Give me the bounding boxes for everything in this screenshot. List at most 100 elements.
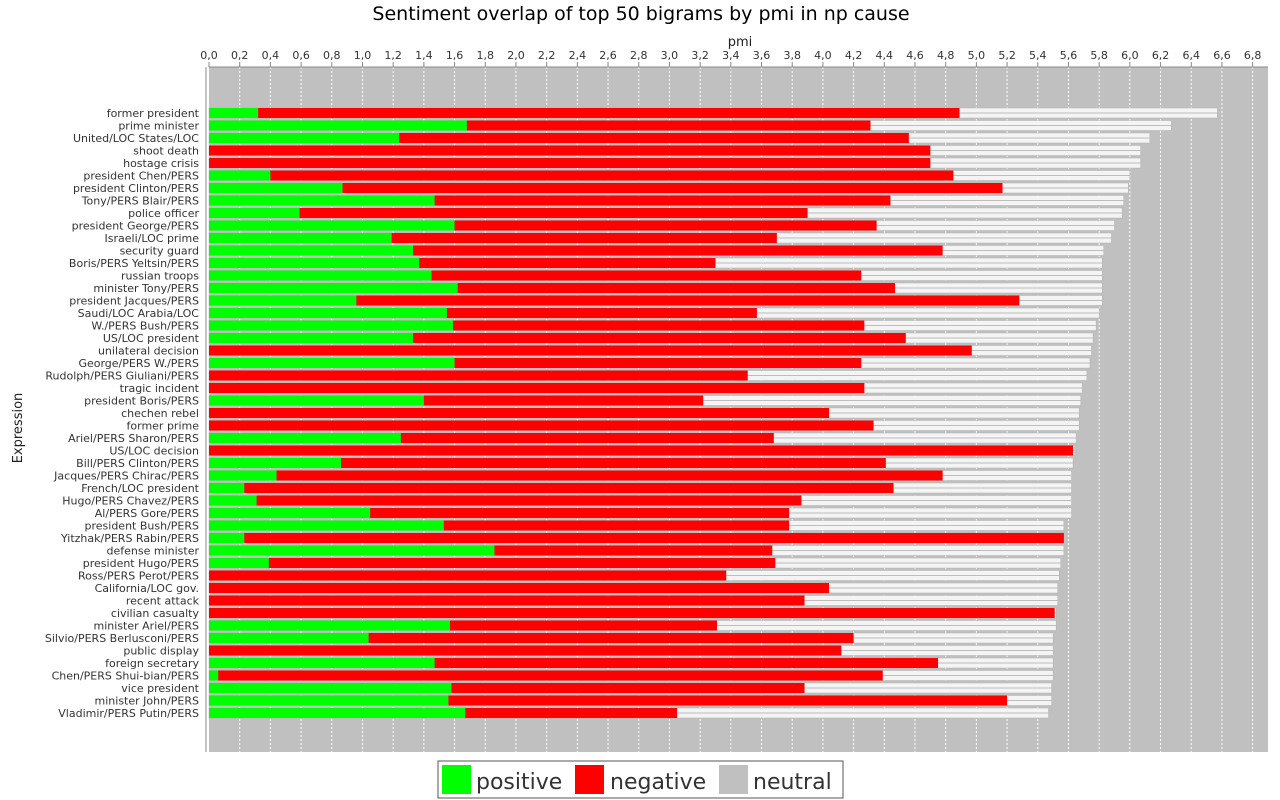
category-label: president George/PERS: [72, 220, 199, 233]
category-label: US/LOC decision: [109, 445, 199, 458]
x-tick-label: 2,2: [538, 49, 556, 62]
category-label: Vladimir/PERS Putin/PERS: [58, 707, 199, 720]
bar-negative: [209, 445, 1074, 456]
category-label: French/LOC president: [81, 482, 199, 495]
bar-positive: [209, 395, 424, 406]
category-label: Bill/PERS Clinton/PERS: [76, 457, 199, 470]
bar-positive: [209, 670, 219, 681]
x-tick-label: 3,2: [691, 49, 709, 62]
category-label: Al/PERS Gore/PERS: [95, 507, 199, 520]
bar-negative: [209, 108, 960, 118]
x-tick-label: 4,4: [876, 49, 894, 62]
bar-positive: [209, 308, 447, 318]
category-label: US/LOC president: [103, 332, 200, 345]
x-tick-label: 6,0: [1121, 49, 1139, 62]
x-tick-label: 5,0: [968, 49, 986, 62]
x-tick-label: 6,4: [1183, 49, 1201, 62]
bar-positive: [209, 283, 458, 293]
bar-positive: [209, 558, 269, 568]
bar-positive: [209, 358, 455, 368]
bar-negative: [209, 408, 830, 418]
bar-positive: [209, 533, 245, 543]
category-label: tragic incident: [120, 382, 200, 395]
x-tick-label: 3,8: [783, 49, 801, 62]
category-label: Jacques/PERS Chirac/PERS: [53, 470, 199, 483]
legend-label-negative: negative: [610, 770, 706, 795]
x-tick-label: 4,0: [814, 49, 832, 62]
x-tick-label: 1,0: [354, 49, 372, 62]
bar-negative: [209, 208, 808, 218]
bar-negative: [209, 245, 943, 256]
legend-swatch-positive: [442, 765, 471, 794]
x-tick-label: 2,8: [630, 49, 648, 62]
bar-positive: [209, 258, 420, 268]
bar-negative: [209, 520, 790, 531]
bar-positive: [209, 233, 392, 243]
x-tick-label: 0,2: [231, 49, 249, 62]
category-label: chechen rebel: [121, 407, 199, 420]
legend-label-neutral: neutral: [753, 770, 832, 795]
category-label: security guard: [120, 245, 199, 258]
bar-negative: [209, 433, 774, 443]
x-tick-label: 4,2: [845, 49, 863, 62]
category-label: Chen/PERS Shui-bian/PERS: [52, 670, 199, 683]
category-label: prime minister: [118, 120, 199, 133]
category-label: recent attack: [126, 595, 200, 608]
category-label: Ross/PERS Perot/PERS: [78, 570, 199, 583]
x-tick-label: 0,0: [200, 49, 218, 62]
category-label: civilian casualty: [111, 607, 200, 620]
category-label: president Hugo/PERS: [83, 557, 199, 570]
bar-negative: [209, 158, 931, 168]
bar-positive: [209, 620, 450, 631]
bar-negative: [209, 658, 939, 668]
category-label: W./PERS Bush/PERS: [91, 320, 199, 333]
bar-negative: [209, 470, 943, 481]
x-tick-label: 3,0: [661, 49, 679, 62]
bar-negative: [209, 383, 865, 393]
category-label: Israeli/LOC prime: [105, 232, 200, 245]
bar-negative: [209, 333, 906, 343]
category-label: Yitzhak/PERS Rabin/PERS: [60, 532, 199, 545]
category-label: shoot death: [133, 145, 199, 158]
bar-positive: [209, 508, 371, 518]
category-label: president Chen/PERS: [83, 170, 199, 183]
bar-negative: [209, 558, 776, 568]
bar-positive: [209, 658, 435, 668]
bar-negative: [209, 233, 777, 243]
x-tick-label: 0,8: [323, 49, 341, 62]
category-label: Boris/PERS Yeltsin/PERS: [69, 257, 199, 270]
bar-positive: [209, 708, 466, 718]
bar-negative: [209, 395, 704, 406]
category-label: United/LOC States/LOC: [73, 132, 199, 145]
bar-positive: [209, 483, 245, 493]
bar-negative: [209, 220, 877, 231]
bar-negative: [209, 533, 1064, 543]
category-label: former president: [107, 107, 200, 120]
bar-positive: [209, 208, 300, 218]
category-label: president Boris/PERS: [84, 395, 199, 408]
category-label: minister Tony/PERS: [93, 282, 199, 295]
legend: positive negative neutral: [437, 760, 844, 799]
bar-negative: [209, 170, 954, 181]
bar-negative: [209, 695, 1008, 706]
bar-negative: [209, 270, 862, 281]
category-label: George/PERS W./PERS: [78, 357, 199, 370]
category-label: hostage crisis: [123, 157, 199, 170]
category-label: president Clinton/PERS: [73, 182, 199, 195]
bar-negative: [209, 283, 896, 293]
bar-positive: [209, 545, 495, 556]
bar-positive: [209, 220, 455, 231]
category-label: president Bush/PERS: [85, 520, 200, 533]
x-tick-label: 6,2: [1152, 49, 1170, 62]
bar-negative: [209, 570, 727, 581]
bar-negative: [209, 633, 854, 643]
chart-title: Sentiment overlap of top 50 bigrams by p…: [372, 3, 909, 25]
bar-negative: [209, 458, 886, 468]
bar-negative: [209, 308, 757, 318]
bar-positive: [209, 320, 454, 331]
category-label: police officer: [128, 207, 199, 220]
x-axis-title: pmi: [728, 35, 753, 50]
bar-negative: [209, 683, 805, 693]
x-tick-label: 5,8: [1090, 49, 1108, 62]
